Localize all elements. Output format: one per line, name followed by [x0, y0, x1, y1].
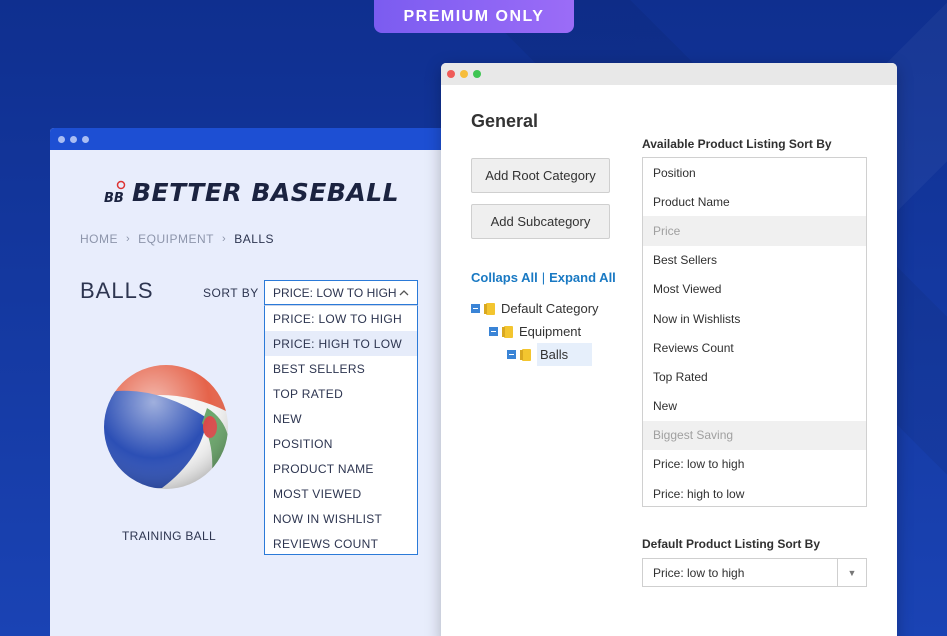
section-title: General	[471, 111, 539, 131]
add-subcategory-button[interactable]: Add Subcategory	[471, 204, 610, 239]
tree-node-default-category[interactable]: Default Category	[471, 301, 599, 316]
collapse-toggle-icon[interactable]	[507, 350, 516, 359]
breadcrumb-equipment[interactable]: EQUIPMENT	[138, 232, 215, 246]
admin-titlebar	[441, 63, 897, 85]
sort-option[interactable]: MOST VIEWED	[273, 486, 362, 501]
available-sort-option[interactable]: Price: high to low	[653, 486, 745, 501]
maximize-dot-icon[interactable]	[473, 70, 481, 78]
folder-icon	[484, 302, 495, 315]
available-sort-option[interactable]: Most Viewed	[653, 282, 722, 297]
tree-node-label: Balls	[537, 343, 593, 366]
available-sort-option: Biggest Saving	[643, 420, 866, 450]
tree-node-equipment[interactable]: Equipment	[489, 324, 581, 339]
minimize-dot-icon[interactable]	[460, 70, 468, 78]
sort-option[interactable]: POSITION	[273, 436, 333, 451]
sort-option[interactable]: NOW IN WISHLIST	[273, 511, 383, 526]
sort-option[interactable]: BEST SELLERS	[273, 361, 366, 376]
sort-option[interactable]: PRODUCT NAME	[273, 461, 374, 476]
sort-option[interactable]: REVIEWS COUNT	[273, 536, 379, 551]
chevron-right-icon: ›	[222, 233, 227, 245]
default-sort-label: Default Product Listing Sort By	[642, 537, 821, 551]
collapse-toggle-icon[interactable]	[489, 327, 498, 336]
premium-badge: PREMIUM ONLY	[374, 0, 574, 33]
available-sort-option[interactable]: Top Rated	[653, 369, 708, 384]
tree-links: Collaps All | Expand All	[471, 270, 616, 285]
available-sort-option[interactable]: Position	[653, 165, 696, 180]
store-logo[interactable]: BB BETTER BASEBALL	[104, 178, 399, 207]
available-sort-option[interactable]: New	[653, 399, 678, 414]
logo-mark-text: BB	[104, 191, 124, 206]
window-dot	[82, 135, 89, 143]
storefront-window: BB BETTER BASEBALL HOME › EQUIPMENT › BA…	[50, 128, 450, 636]
available-sort-option[interactable]: Product Name	[653, 194, 730, 209]
sort-option[interactable]: PRICE: LOW TO HIGH	[273, 311, 402, 326]
default-sort-select[interactable]: Price: low to high ▼	[642, 558, 867, 587]
available-sort-option[interactable]: Best Sellers	[653, 253, 718, 268]
collapse-all-link[interactable]: Collaps All	[471, 270, 538, 285]
store-logo-text: BETTER BASEBALL	[132, 178, 400, 207]
collapse-toggle-icon[interactable]	[471, 304, 480, 313]
default-sort-value: Price: low to high	[653, 565, 745, 580]
window-dot	[70, 135, 77, 143]
sort-option[interactable]: NEW	[273, 411, 302, 426]
available-sort-option[interactable]: Price: low to high	[653, 457, 745, 472]
training-ball-image[interactable]	[102, 363, 230, 491]
available-sort-multiselect[interactable]: Position Product Name Price Best Sellers Mos…	[642, 157, 867, 507]
folder-icon	[502, 325, 513, 338]
sort-by-label: SORT BY	[203, 286, 259, 300]
baseball-logo-icon: BB	[104, 180, 126, 206]
available-sort-option[interactable]: Now in Wishlists	[653, 311, 741, 326]
tree-node-label: Equipment	[519, 324, 582, 339]
breadcrumb-current: BALLS	[234, 232, 275, 246]
sort-by-select[interactable]: PRICE: LOW TO HIGH	[264, 280, 418, 305]
sort-option[interactable]: TOP RATED	[273, 386, 344, 401]
chevron-up-icon	[399, 289, 409, 295]
tree-node-balls[interactable]: Balls	[507, 343, 593, 366]
tree-links-divider: |	[541, 270, 546, 285]
admin-window: General Add Root Category Add Subcategor…	[441, 63, 897, 636]
folder-icon	[520, 348, 531, 361]
triangle-down-icon[interactable]: ▼	[837, 559, 866, 586]
tree-node-label: Default Category	[501, 301, 599, 316]
product-name[interactable]: TRAINING BALL	[122, 529, 216, 543]
available-sort-label: Available Product Listing Sort By	[642, 137, 832, 151]
sort-option[interactable]: PRICE: HIGH TO LOW	[265, 331, 417, 356]
window-dot	[58, 135, 65, 143]
close-dot-icon[interactable]	[447, 70, 455, 78]
breadcrumb: HOME › EQUIPMENT › BALLS	[80, 232, 274, 246]
sort-selected-value: PRICE: LOW TO HIGH	[273, 285, 397, 300]
available-sort-option[interactable]: Reviews Count	[653, 340, 734, 355]
chevron-right-icon: ›	[126, 233, 131, 245]
expand-all-link[interactable]: Expand All	[549, 270, 616, 285]
available-sort-option: Price	[643, 216, 866, 246]
storefront-titlebar	[50, 128, 450, 150]
add-root-category-button[interactable]: Add Root Category	[471, 158, 610, 193]
sort-by-dropdown: PRICE: LOW TO HIGH PRICE: HIGH TO LOW BEST…	[264, 305, 418, 555]
category-title: BALLS	[80, 278, 154, 303]
breadcrumb-home[interactable]: HOME	[80, 232, 118, 246]
